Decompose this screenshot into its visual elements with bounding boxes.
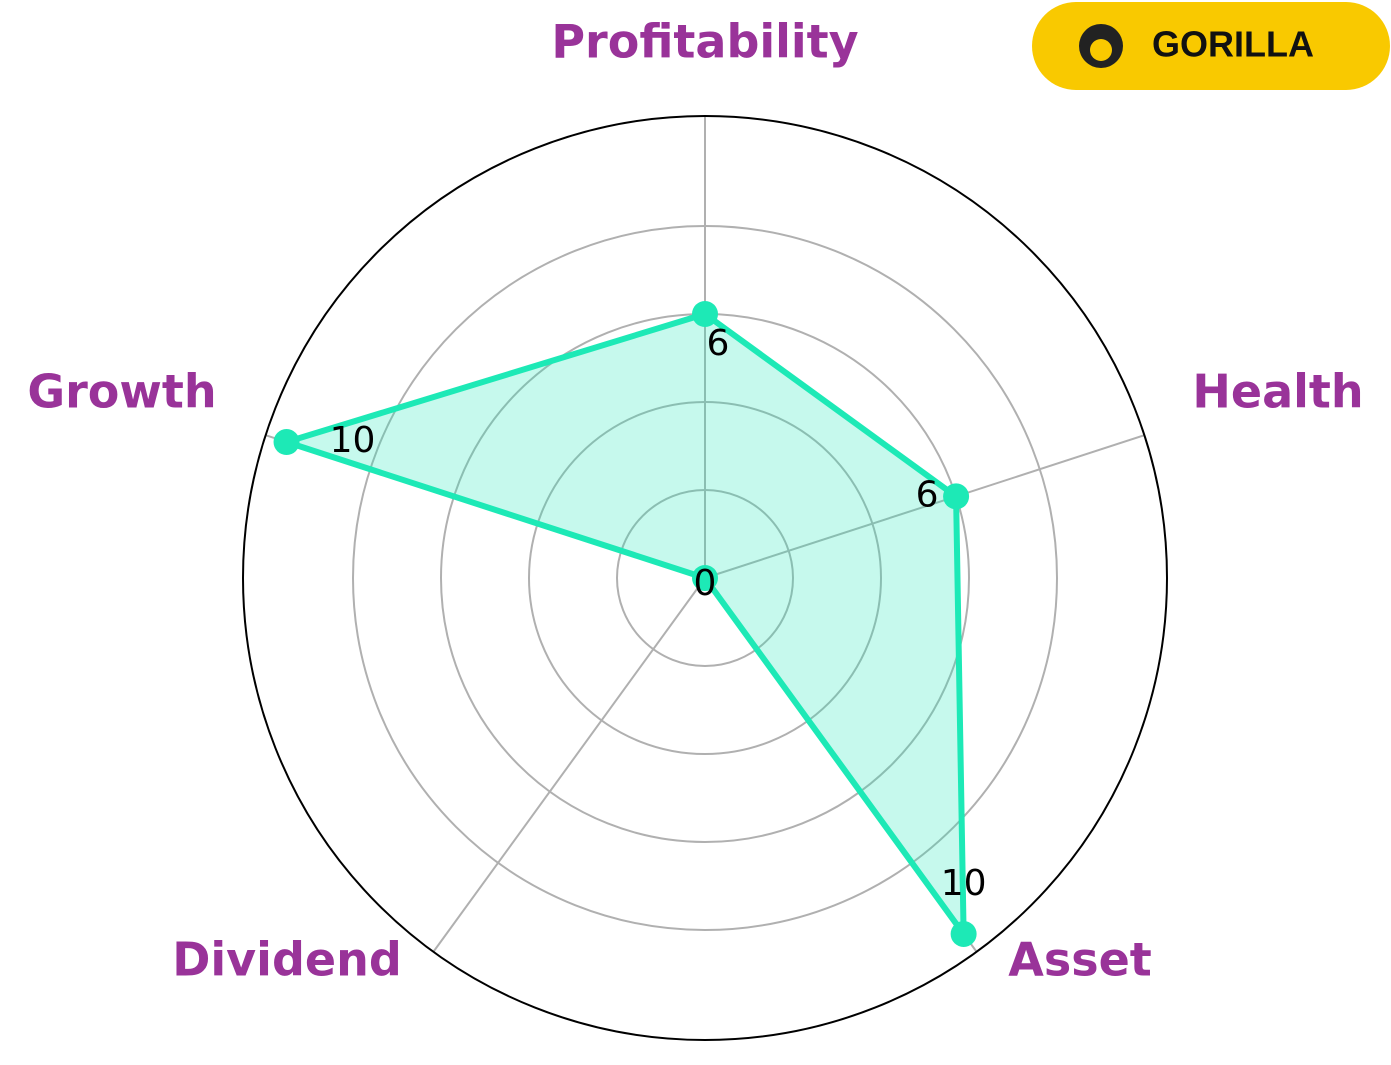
logo-badge xyxy=(1032,2,1390,90)
data-point xyxy=(943,483,970,510)
data-point xyxy=(692,565,718,591)
spoke xyxy=(432,577,706,953)
category-label: Health xyxy=(1192,365,1363,419)
value-label: 6 xyxy=(707,323,730,364)
logo-icon-face xyxy=(1090,39,1112,61)
category-label: Growth xyxy=(27,365,216,419)
radar-area xyxy=(286,314,964,934)
value-label: 10 xyxy=(330,420,376,461)
data-point xyxy=(950,920,977,947)
spoke xyxy=(704,434,1145,579)
category-label: Dividend xyxy=(172,933,402,987)
data-point xyxy=(692,301,718,327)
logo: GORILLA xyxy=(1032,2,1390,90)
value-label: 10 xyxy=(941,863,987,904)
logo-text: GORILLA xyxy=(1152,24,1314,65)
value-label: 6 xyxy=(916,474,939,515)
category-label: Profitability xyxy=(551,15,858,69)
category-label: Asset xyxy=(1008,933,1152,987)
radar-line xyxy=(283,311,967,937)
outer-frame xyxy=(242,115,1168,1041)
data-point xyxy=(273,429,300,456)
value-label: 0 xyxy=(694,563,717,604)
